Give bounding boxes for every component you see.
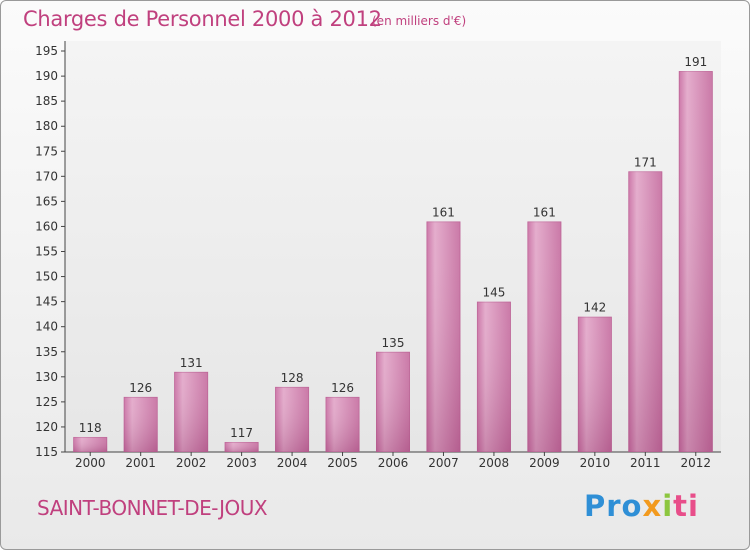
x-tick-label: 2004 xyxy=(277,456,308,470)
x-tick-label: 2008 xyxy=(479,456,510,470)
bar-value-label: 171 xyxy=(634,155,657,169)
bar-outline xyxy=(426,221,461,452)
y-tick-label: 195 xyxy=(35,44,58,58)
x-tick-label: 2005 xyxy=(327,456,358,470)
bar-shade xyxy=(628,171,663,453)
bar-value-label: 126 xyxy=(129,381,152,395)
y-tick-label: 185 xyxy=(35,94,58,108)
bar-shade xyxy=(325,396,360,452)
x-tick-label: 2010 xyxy=(580,456,611,470)
y-tick-label: 175 xyxy=(35,144,58,158)
bar-value-label: 161 xyxy=(432,205,455,219)
bar-shade xyxy=(426,221,461,452)
proxiti-logo: Proxiti xyxy=(584,489,699,523)
y-tick-label: 170 xyxy=(35,169,58,183)
y-tick-label: 150 xyxy=(35,270,58,284)
x-tick-label: 2001 xyxy=(125,456,156,470)
bar-shade xyxy=(224,441,259,452)
y-tick-label: 155 xyxy=(35,245,58,259)
y-tick-label: 130 xyxy=(35,370,58,384)
logo-part: i xyxy=(662,489,674,523)
bar-outline xyxy=(275,387,309,452)
chart-unit: (en milliers d'€) xyxy=(372,14,467,28)
y-tick-label: 145 xyxy=(35,295,58,309)
x-tick-label: 2009 xyxy=(529,456,560,470)
x-tick-label: 2007 xyxy=(428,456,459,470)
x-tick-label: 2012 xyxy=(680,456,711,470)
bar-shade xyxy=(73,436,108,452)
bar-value-label: 142 xyxy=(583,301,606,315)
y-tick-label: 115 xyxy=(35,445,58,459)
x-tick-label: 2002 xyxy=(176,456,207,470)
bar-outline xyxy=(527,221,562,452)
y-tick-label: 190 xyxy=(35,69,58,83)
x-tick-label: 2003 xyxy=(226,456,257,470)
logo-part: Pro xyxy=(584,489,643,523)
y-tick-label: 180 xyxy=(35,119,58,133)
bar-value-label: 126 xyxy=(331,381,354,395)
bar-shade xyxy=(577,316,612,452)
logo-part: x xyxy=(642,489,663,523)
x-tick-label: 2011 xyxy=(630,456,661,470)
bar-value-label: 118 xyxy=(79,421,102,435)
x-tick-label: 2006 xyxy=(378,456,409,470)
bar-shade xyxy=(123,396,158,452)
bar-shade xyxy=(376,351,410,452)
bar-outline xyxy=(123,397,158,452)
bar-shade xyxy=(527,221,562,452)
y-tick-label: 120 xyxy=(35,420,58,434)
bar-outline xyxy=(224,442,259,452)
bar-value-label: 135 xyxy=(382,336,405,350)
bar-value-label: 145 xyxy=(482,286,505,300)
bar-outline xyxy=(73,437,108,452)
bar-outline xyxy=(628,171,663,452)
bar-value-label: 131 xyxy=(180,356,203,370)
commune-name: SAINT-BONNET-DE-JOUX xyxy=(37,496,268,520)
bar-outline xyxy=(325,397,360,452)
bar-value-label: 128 xyxy=(281,371,304,385)
bar-outline xyxy=(477,301,511,452)
bar-value-label: 161 xyxy=(533,205,556,219)
chart-title: Charges de Personnel 2000 à 2012 xyxy=(23,7,382,31)
bar-outline xyxy=(678,71,713,452)
bar-value-label: 117 xyxy=(230,426,253,440)
bar-outline xyxy=(376,351,410,452)
y-tick-label: 140 xyxy=(35,320,58,334)
bar-shade xyxy=(678,71,713,453)
logo-part: ti xyxy=(673,489,699,523)
y-tick-label: 165 xyxy=(35,194,58,208)
bar-shade xyxy=(476,301,511,452)
bar-outline xyxy=(174,371,208,452)
bar-shade xyxy=(275,386,310,452)
bar-shade xyxy=(174,371,209,452)
y-tick-label: 135 xyxy=(35,345,58,359)
y-tick-label: 160 xyxy=(35,219,58,233)
x-tick-label: 2000 xyxy=(75,456,106,470)
bar-outline xyxy=(578,316,612,452)
bar-value-label: 191 xyxy=(684,55,707,69)
y-tick-label: 125 xyxy=(35,395,58,409)
